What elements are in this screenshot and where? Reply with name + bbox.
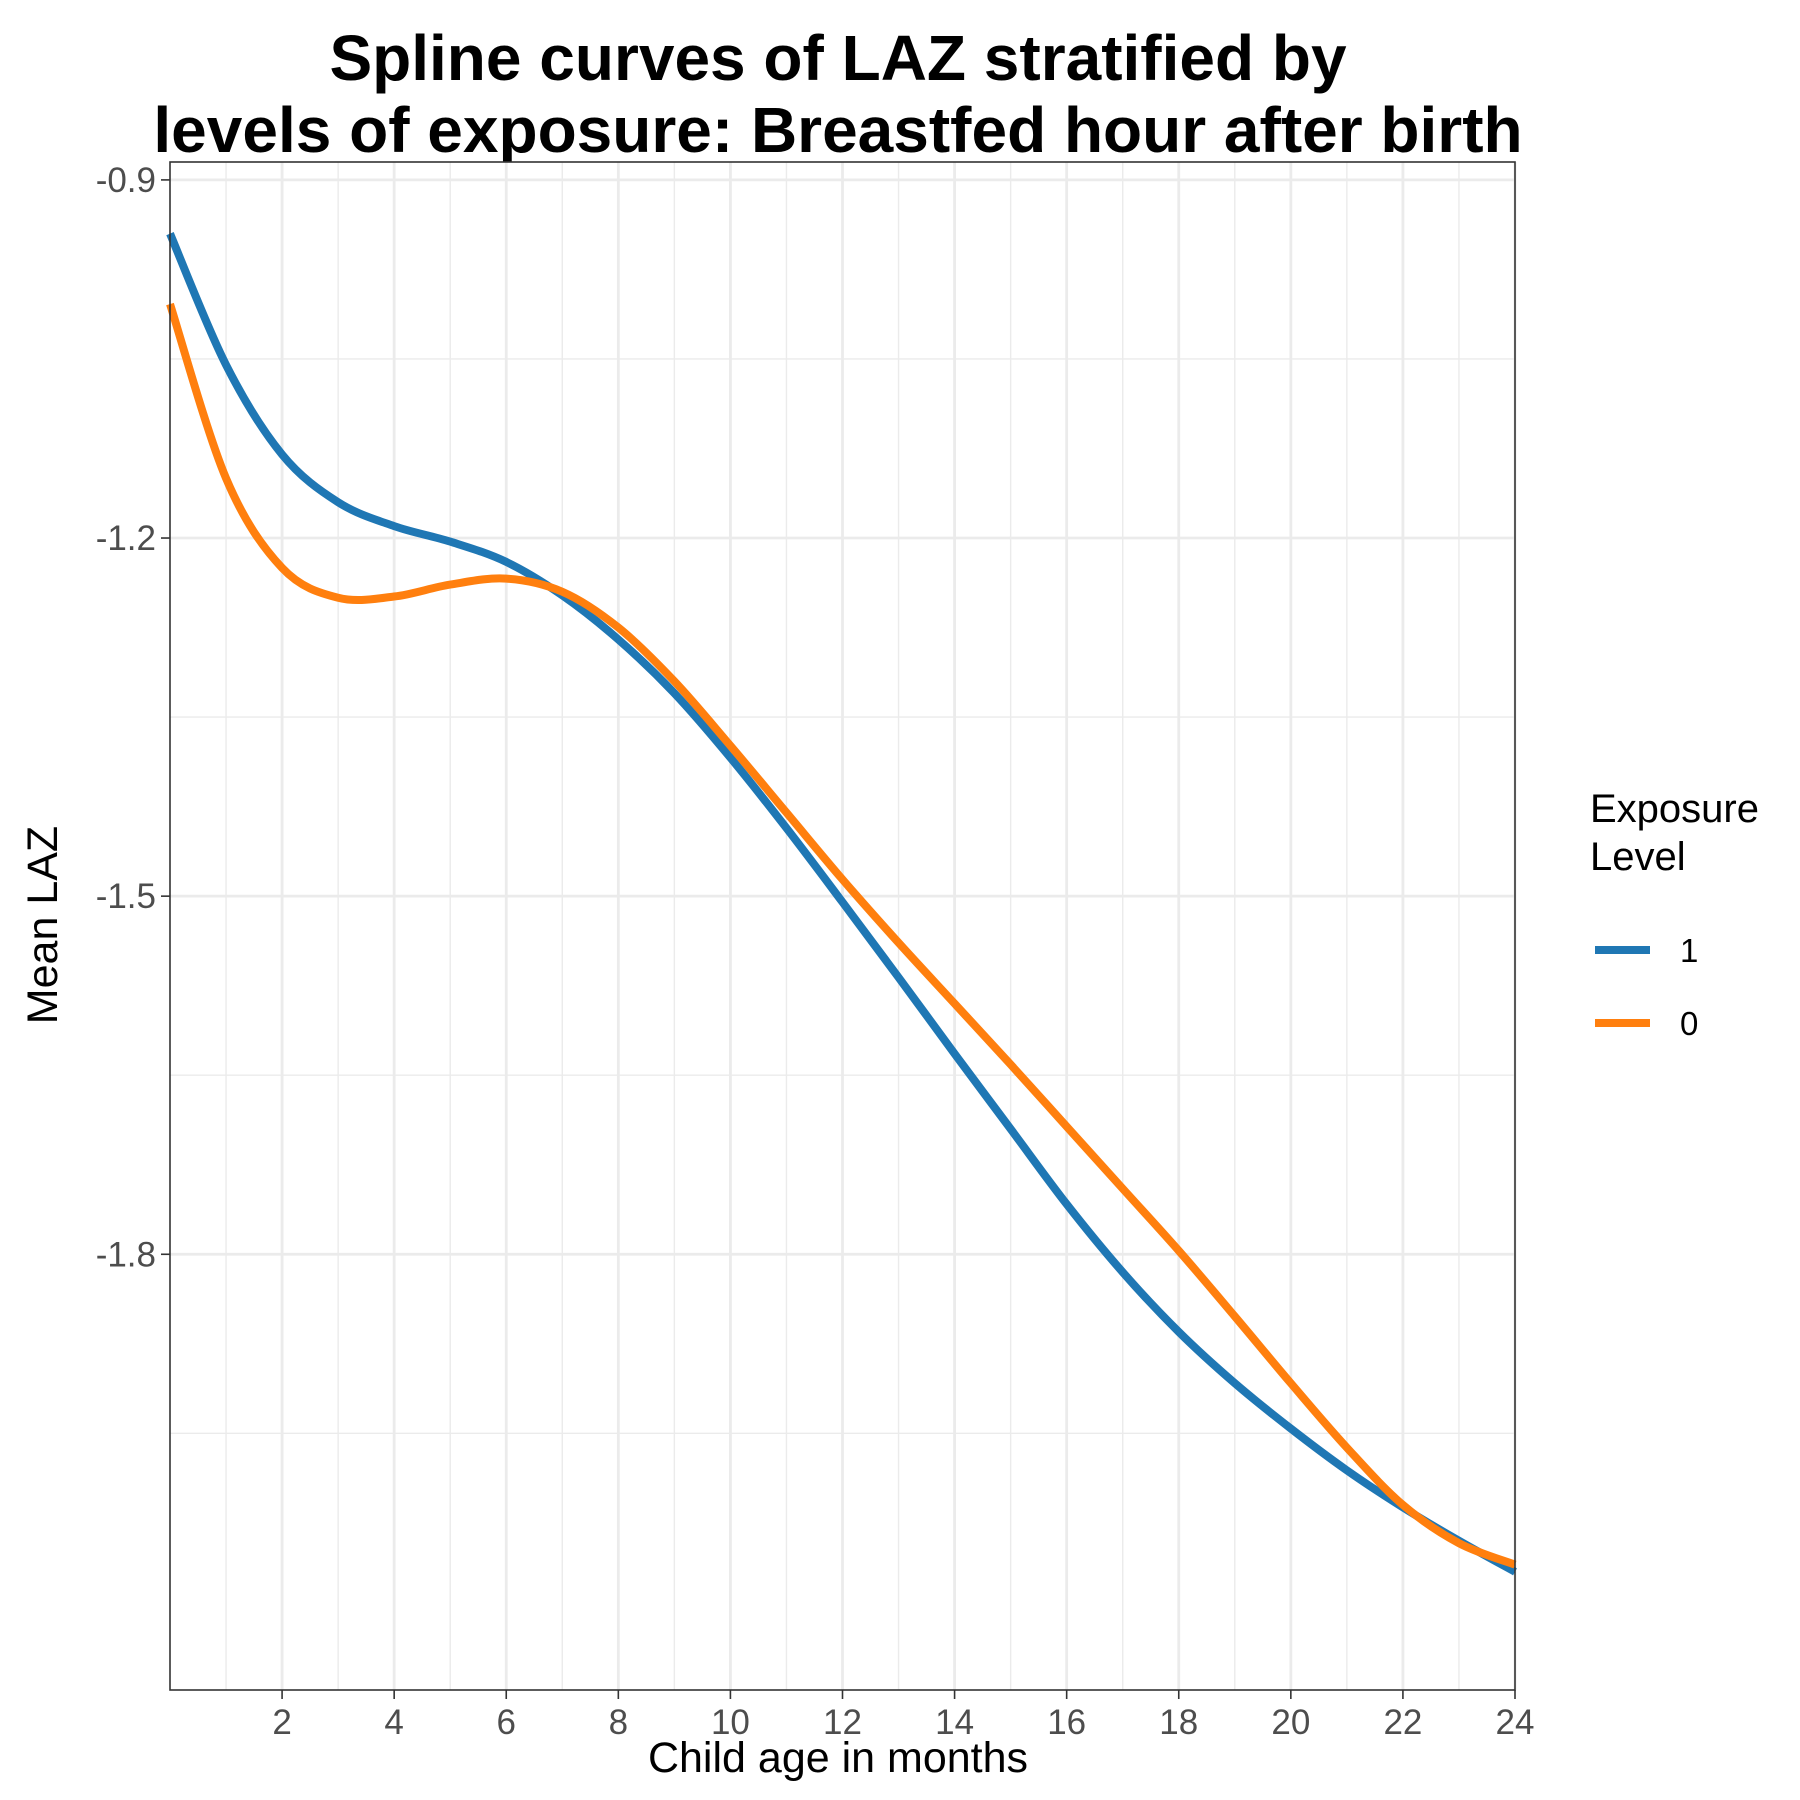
title-line-2: levels of exposure: Breastfed hour after… (153, 94, 1522, 166)
title-line-1: Spline curves of LAZ stratified by (329, 22, 1347, 94)
x-tick-label: 24 (1496, 1703, 1535, 1742)
series-line-1 (166, 232, 1517, 1576)
y-tick-label: -1.5 (96, 877, 156, 916)
legend-label-0: 0 (1680, 1005, 1698, 1042)
x-tick-label: 22 (1383, 1703, 1422, 1742)
y-tick-label: -1.2 (96, 519, 156, 558)
y-tick-label: -0.9 (96, 161, 156, 200)
legend: Exposure Level 10 (1590, 787, 1759, 1042)
legend-label-1: 1 (1680, 932, 1698, 969)
x-tick-label: 6 (497, 1703, 516, 1742)
series-line-0 (166, 302, 1517, 1569)
plot-panel (166, 161, 1517, 1691)
x-tick-label: 12 (823, 1703, 862, 1742)
x-tick-label: 14 (935, 1703, 974, 1742)
legend-title-line-1: Exposure (1590, 787, 1759, 831)
chart-title: Spline curves of LAZ stratified by level… (153, 22, 1522, 166)
x-tick-label: 16 (1047, 1703, 1086, 1742)
x-tick-label: 4 (384, 1703, 403, 1742)
legend-items: 10 (1595, 932, 1698, 1042)
series-lines (166, 232, 1517, 1576)
x-tick-label: 8 (609, 1703, 628, 1742)
x-axis-title: Child age in months (648, 1734, 1028, 1782)
x-axis: 2 4 6 8 10 12 14 16 18 20 22 24 (272, 1690, 1534, 1742)
y-axis: -0.9 -1.2 -1.5 -1.8 (96, 161, 170, 1274)
x-tick-label: 2 (272, 1703, 291, 1742)
y-tick-label: -1.8 (96, 1235, 156, 1274)
x-tick-label: 10 (711, 1703, 750, 1742)
x-tick-label: 18 (1159, 1703, 1198, 1742)
legend-title-line-2: Level (1590, 835, 1686, 879)
y-axis-title: Mean LAZ (19, 826, 67, 1024)
x-tick-label: 20 (1271, 1703, 1310, 1742)
